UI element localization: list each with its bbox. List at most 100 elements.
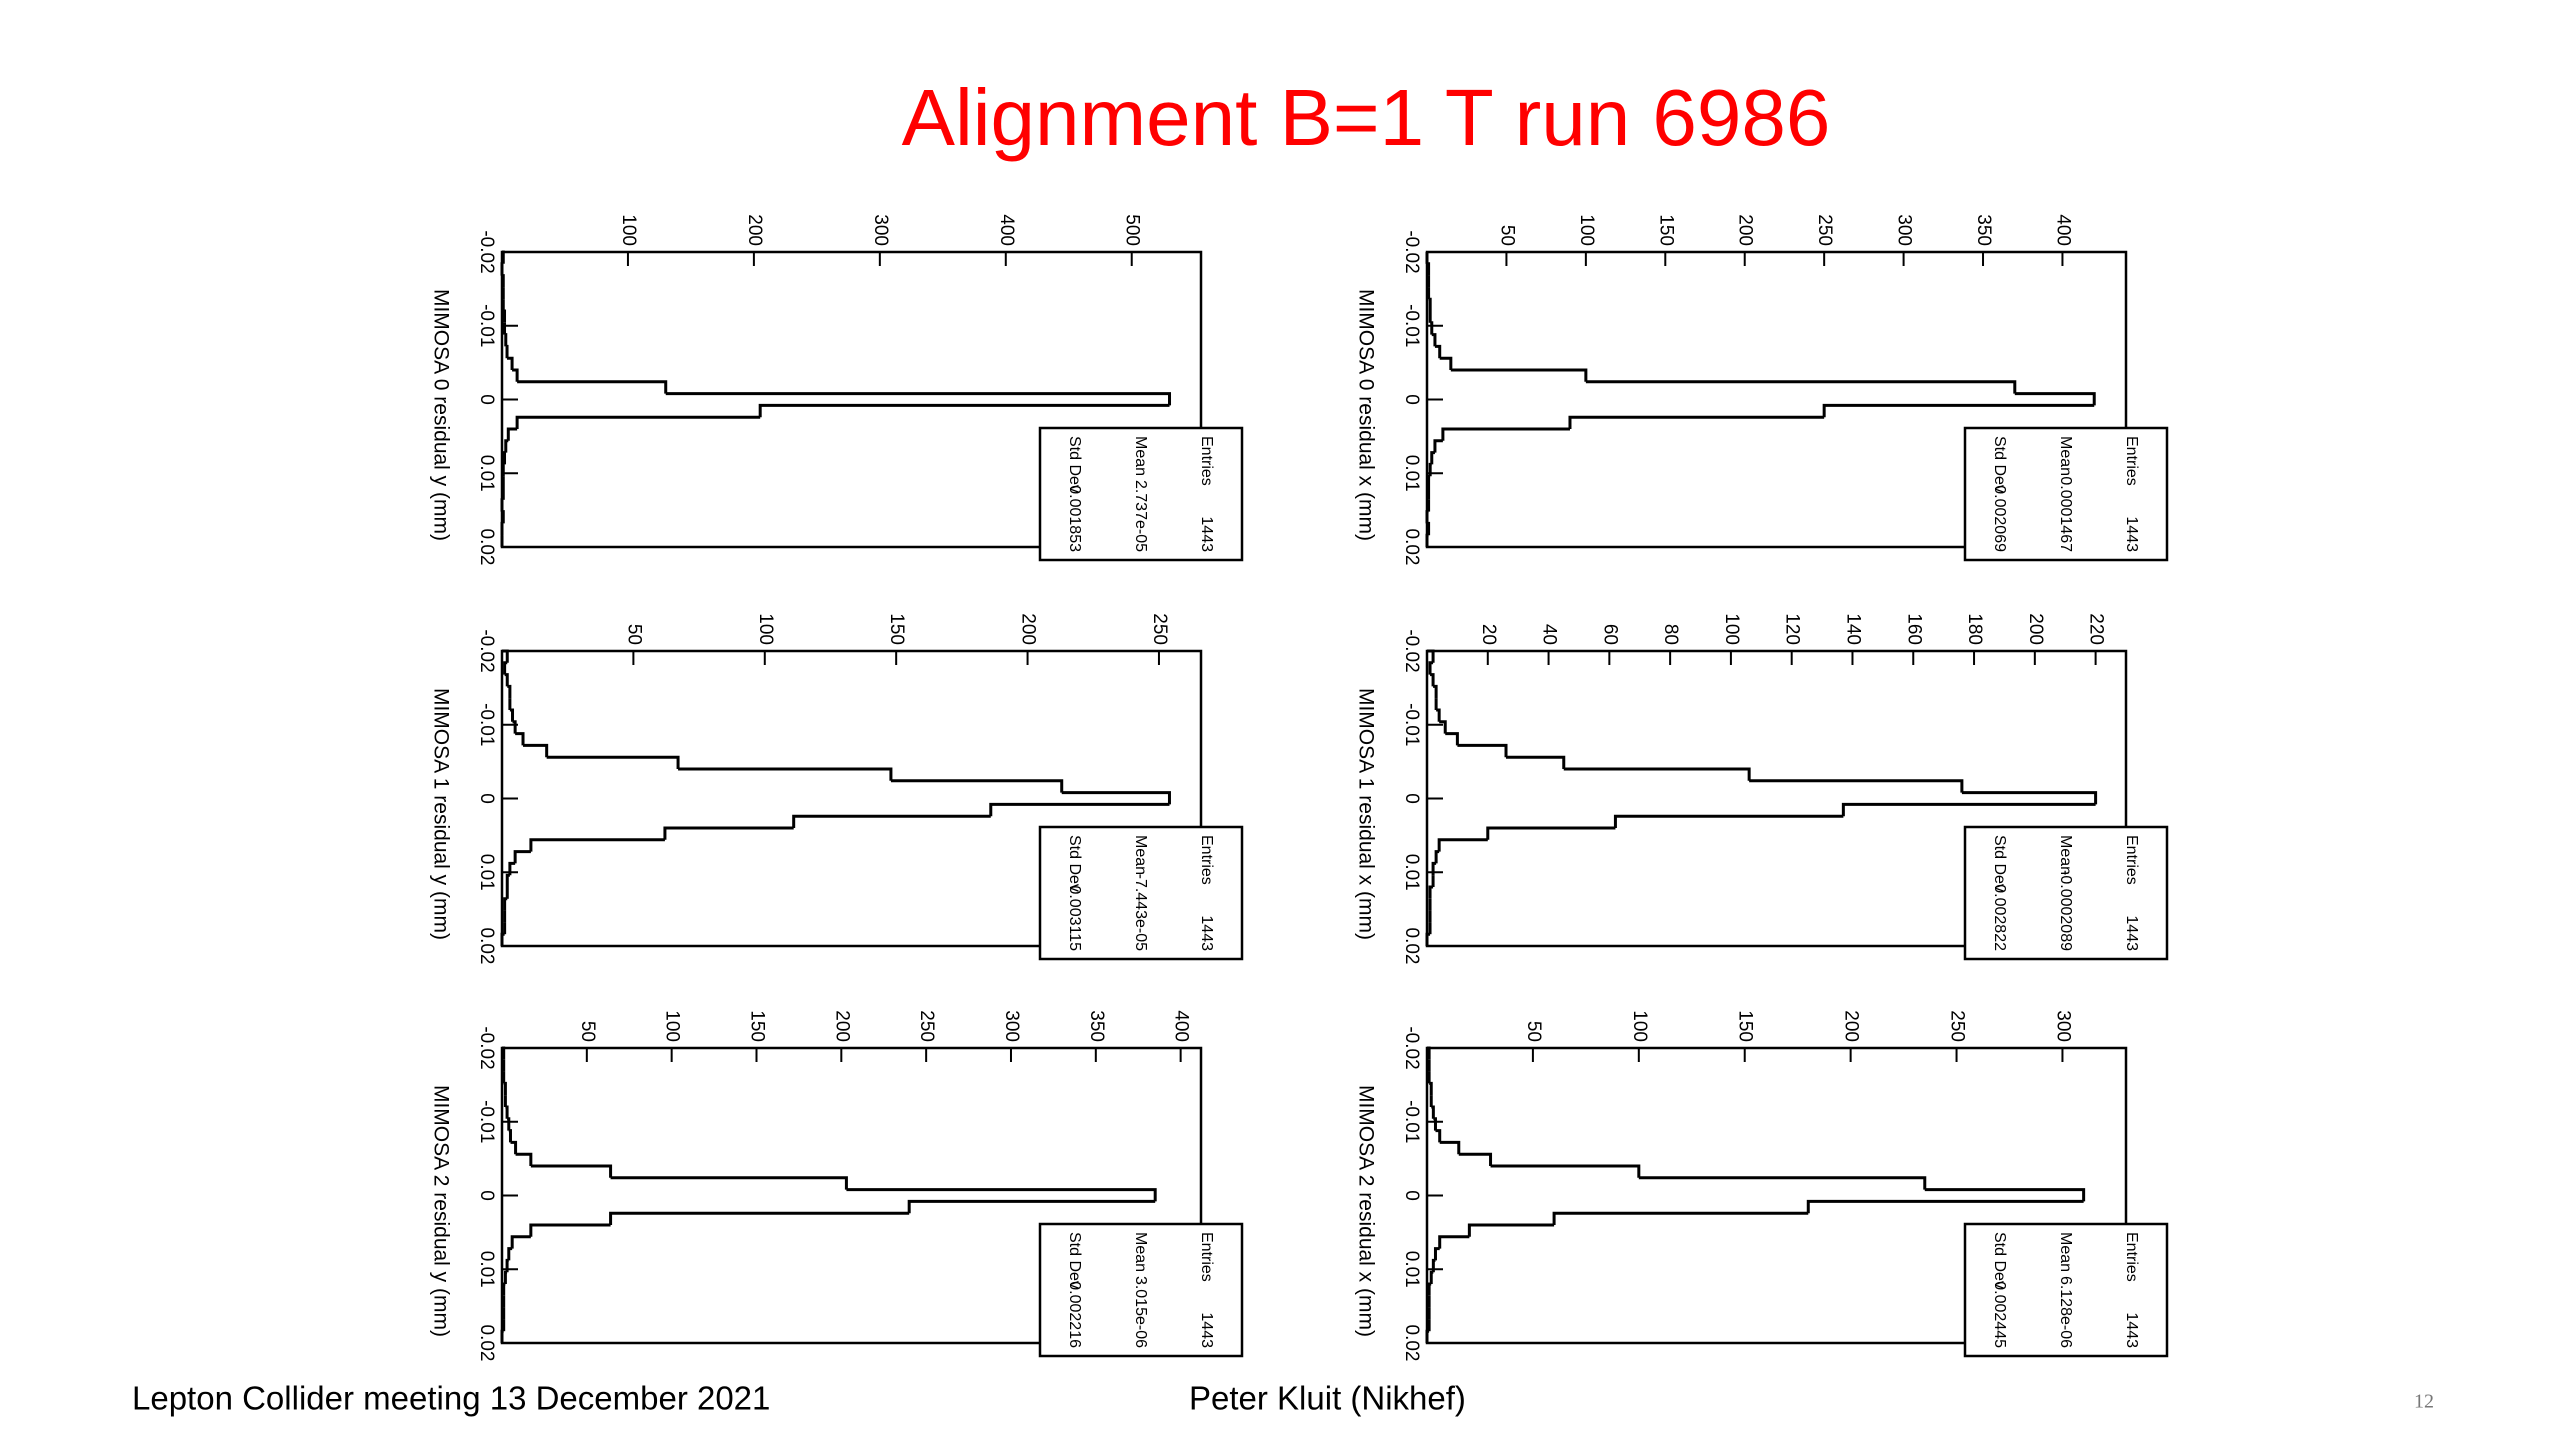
histogram-bin [1425,932,1431,946]
histogram-bin [501,274,505,288]
x-tick-label: -0.01 [1401,304,1422,347]
y-tick-label: 300 [2052,1010,2073,1042]
y-tick-label: 200 [1841,1010,1862,1042]
histogram-bin [504,333,508,347]
y-tick-label: 200 [1018,613,1039,645]
histogram-bin [1450,368,1588,382]
histogram-bin [503,451,507,465]
x-tick-label: 0 [1401,793,1422,804]
stats-value: -0.0002089 [2057,870,2074,951]
histogram-bin [523,743,549,758]
y-tick-label: 50 [1496,225,1517,246]
y-tick-label: 100 [1576,214,1597,246]
x-tick-label: -0.01 [1401,703,1422,746]
y-tick-label: 150 [746,1010,767,1042]
y-tick-label: 400 [1171,1010,1192,1042]
stats-value: 0.003115 [1066,885,1083,951]
histogram-bin [846,1188,1157,1202]
x-axis-title: MIMOSA 1 residual x (mm) [1354,688,1377,940]
stats-box [1963,1222,2169,1358]
x-tick-label: -0.01 [476,1100,497,1143]
stats-label: Std Dev [1066,1232,1083,1289]
histogram-bin [510,1140,518,1155]
histogram-bin [1506,755,1566,769]
histogram-bin [500,521,504,536]
x-tick-label: 0 [1401,1190,1422,1201]
histogram-bin [500,932,505,946]
histogram-bin [1585,380,2017,394]
histogram-bin [1427,1282,1432,1296]
histogram-bin [503,309,507,323]
footer-left: Lepton Collider meeting 13 December 2021 [132,1380,770,1417]
histogram-bin [1457,743,1508,758]
stats-box [1038,825,1244,961]
x-tick-label: 0.02 [476,1325,497,1362]
x-tick-label: 0 [476,394,497,405]
x-tick-label: 0.01 [1401,455,1422,492]
y-tick-label: 300 [870,214,891,246]
histogram-bin [663,826,794,840]
histogram-bin [500,1329,504,1343]
histogram-bin [512,368,519,382]
histogram-bin [1568,415,1825,429]
histogram-bin [1439,356,1453,370]
histogram-bin [507,1247,513,1261]
histogram-bin [1961,791,2098,805]
x-tick-label: -0.02 [1401,230,1422,273]
histogram-bin [1436,708,1441,722]
histogram-bin [513,850,531,864]
y-tick-label: 150 [886,613,907,645]
histogram-bin [758,403,1170,418]
x-axis-title: MIMOSA 2 residual x (mm) [1354,1085,1377,1337]
histogram-bin [507,356,514,370]
histogram-bin [1433,1247,1440,1261]
histogram-bin [678,767,893,781]
y-tick-label: 350 [1973,214,1994,246]
histogram-bin [510,1235,531,1249]
histogram-bin [503,1270,508,1284]
histogram-bin [1437,838,1488,852]
histogram-bin [500,262,504,276]
histogram-bin [504,673,509,687]
histogram-bin [1061,791,1171,805]
x-tick-label: 0.02 [476,928,497,965]
x-tick-label: 0 [476,1190,497,1201]
histogram-bin [1467,1223,1555,1237]
y-tick-label: 200 [831,1010,852,1042]
stats-value: 0.002069 [1991,485,2008,552]
histogram-bin [1749,779,1964,793]
histogram-bin [507,684,512,699]
histogram-bin [1428,885,1434,899]
histogram-panel: 20 40 60 80 100 120 140 160 180 200 220 -0.02 -0.01 0… [1354,613,2169,964]
histogram-bin [1638,1176,1927,1190]
histogram-bin [1427,521,1431,536]
footer-center: Peter Kluit (Nikhef) [1189,1380,1466,1417]
histogram-bin [1425,510,1429,524]
stats-value: 0.002216 [1066,1281,1083,1348]
histogram-bin [1429,1081,1433,1096]
histogram-bin [546,755,680,769]
stats-value: 3.015e-06 [1132,1276,1149,1348]
y-tick-label: 120 [1782,613,1803,645]
histogram-bin [507,1117,511,1131]
histogram-bin [502,1282,506,1296]
histogram-bin [529,838,665,852]
stats-value: 6.128e-06 [2057,1276,2074,1348]
histogram-bin [1431,333,1437,347]
histogram-bin [1429,1270,1434,1284]
histogram-bin [502,1046,506,1060]
histogram-bin [502,649,509,663]
x-tick-label: 0.01 [476,1251,497,1288]
x-tick-label: 0.02 [476,529,497,566]
histogram-bin [1431,861,1437,876]
histogram-bin [1433,439,1443,453]
histogram-bin [610,1176,848,1190]
stats-value: 1443 [2123,1312,2140,1348]
histogram-bin [665,392,1172,406]
histogram-bin [1434,850,1440,864]
histogram-panel: 50 100 150 200 250 300 350 400 -0.02 -0.01 0 0.01 0.… [429,1010,1244,1362]
histogram-bin [509,708,515,722]
y-tick-label: 200 [744,214,765,246]
y-tick-label: 250 [1814,214,1835,246]
